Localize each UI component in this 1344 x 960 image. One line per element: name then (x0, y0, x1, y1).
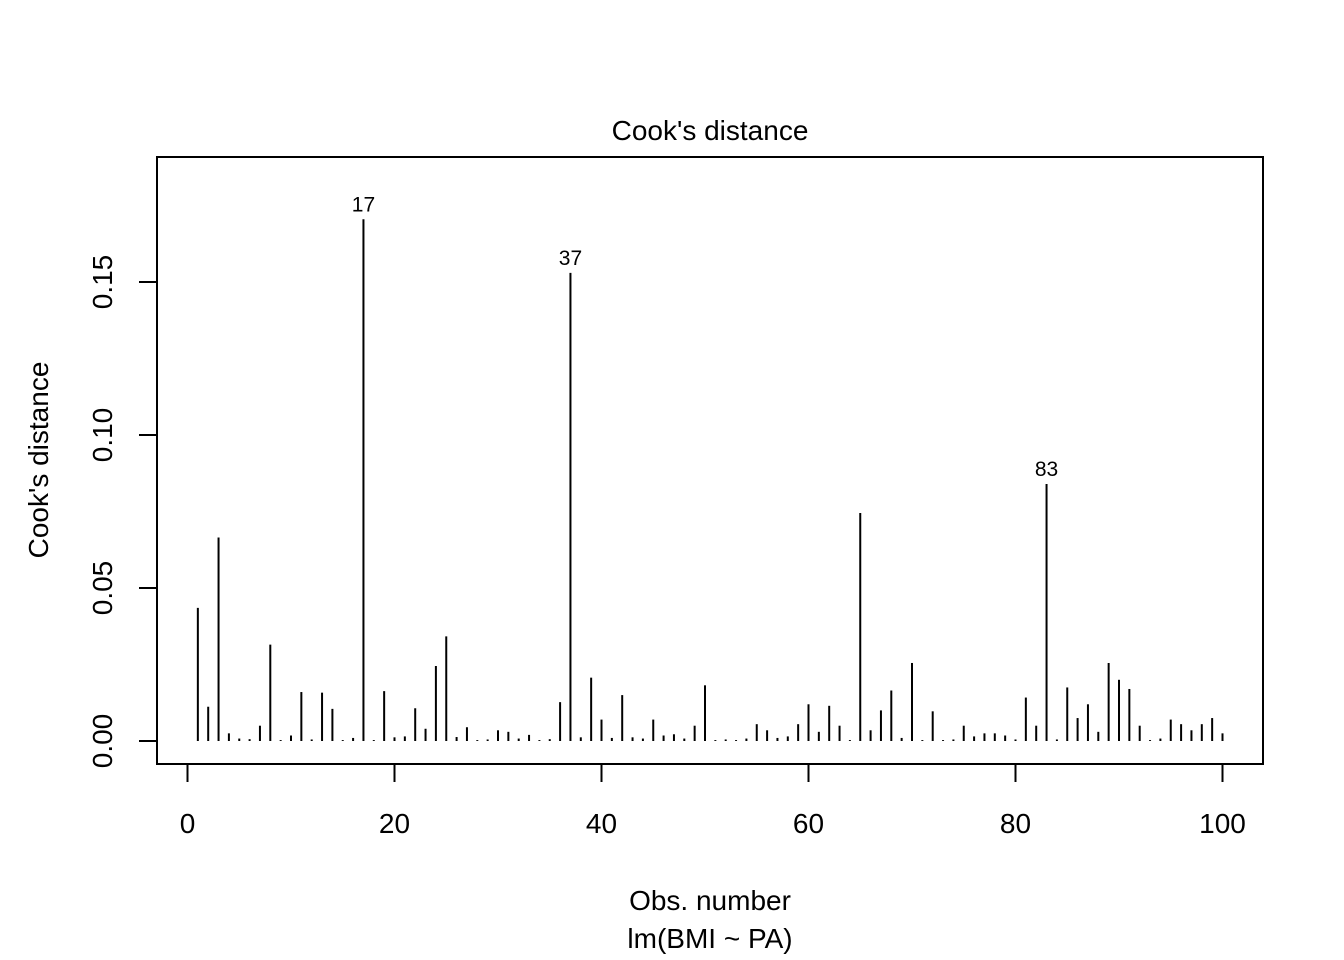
point-label-83: 83 (1035, 458, 1058, 481)
x-axis-label: Obs. number (629, 885, 791, 916)
x-tick-label-20: 20 (379, 808, 410, 839)
x-tick-label-60: 60 (793, 808, 824, 839)
chart-subtitle: lm(BMI ~ PA) (627, 923, 792, 954)
x-tick-label-40: 40 (586, 808, 617, 839)
x-tick-label-100: 100 (1199, 808, 1246, 839)
point-label-37: 37 (559, 247, 582, 270)
y-tick-label-0.15: 0.15 (87, 255, 118, 310)
y-tick-label-0.05: 0.05 (87, 561, 118, 616)
y-axis-label: Cook's distance (23, 362, 54, 559)
chart-title: Cook's distance (612, 115, 809, 146)
x-tick-label-0: 0 (180, 808, 196, 839)
point-labels: 17 37 83 (352, 193, 1058, 481)
y-tick-label-0.00: 0.00 (87, 714, 118, 769)
y-axis: 0.00 0.05 0.10 0.15 (87, 255, 158, 769)
plot-frame (156, 156, 1264, 765)
bars (196, 219, 1224, 741)
x-tick-label-80: 80 (1000, 808, 1031, 839)
x-axis: 0 20 40 60 80 100 (180, 763, 1246, 839)
point-label-17: 17 (352, 193, 375, 216)
y-tick-label-0.10: 0.10 (87, 408, 118, 463)
